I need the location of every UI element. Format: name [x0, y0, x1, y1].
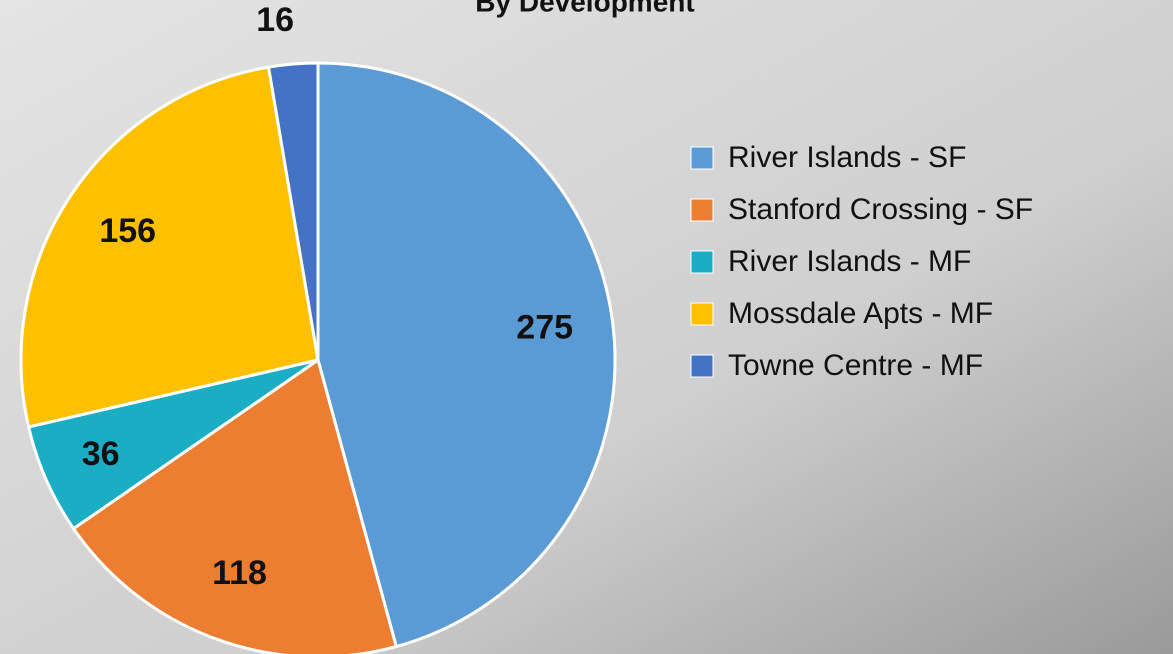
- legend-swatch: [690, 302, 714, 326]
- legend-swatch: [690, 146, 714, 170]
- legend-label: River Islands - SF: [728, 141, 966, 174]
- data-label: 156: [99, 212, 156, 250]
- pie-slice: [266, 61, 320, 361]
- chart-title: By Development: [475, 0, 694, 17]
- legend-label: Mossdale Apts - MF: [728, 297, 993, 330]
- data-label: 118: [212, 554, 267, 592]
- pie-slice: [19, 65, 320, 429]
- legend-label: Stanford Crossing - SF: [728, 193, 1033, 226]
- legend-swatch: [690, 354, 714, 378]
- legend-label: Towne Centre - MF: [728, 349, 983, 382]
- pie-slice: [316, 61, 617, 649]
- data-label: 275: [516, 309, 573, 347]
- legend-swatch: [690, 198, 714, 222]
- data-label: 36: [82, 435, 120, 473]
- legend-swatch: [690, 250, 714, 274]
- data-label: 16: [256, 1, 294, 39]
- legend-label: River Islands - MF: [728, 245, 971, 278]
- pie-slice: [71, 357, 399, 654]
